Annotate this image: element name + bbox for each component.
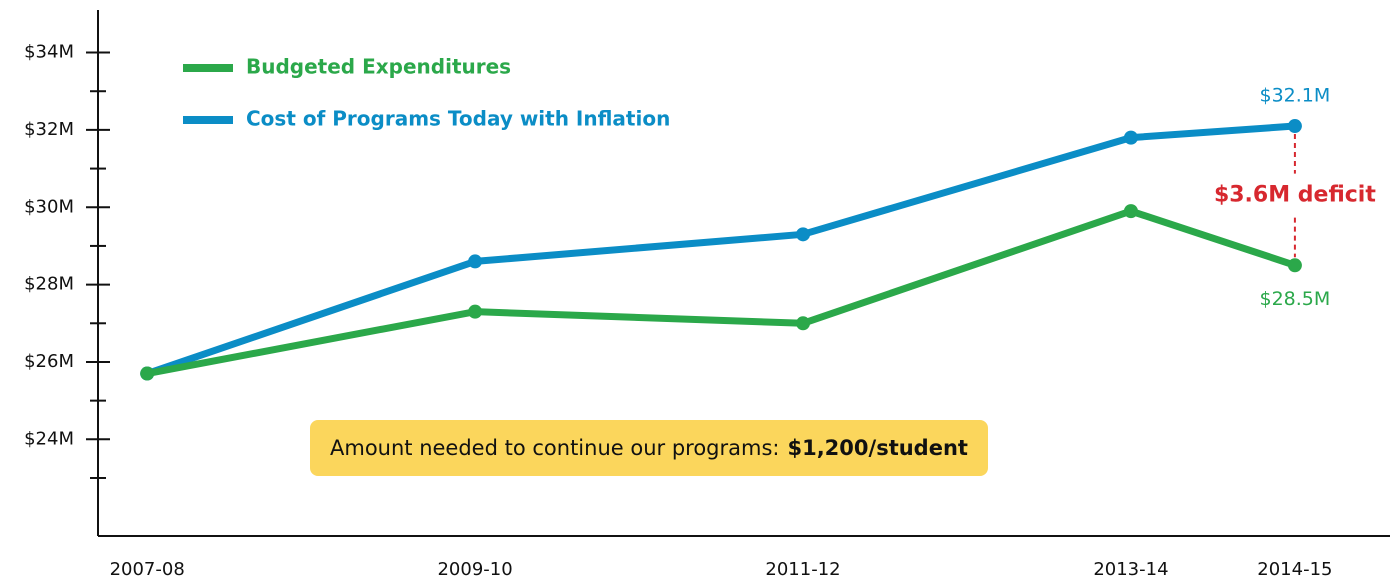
point (1288, 258, 1302, 272)
callout-text: Amount needed to continue our programs: (330, 436, 779, 460)
point (468, 254, 482, 268)
value-label: $32.1M (1260, 85, 1331, 107)
x-tick-label: 2009-10 (437, 559, 512, 580)
value-label: $28.5M (1260, 288, 1331, 310)
chart: $24M $26M $28M $30M $32M $34M 2007-08 2009-10 20… (0, 0, 1397, 586)
legend-label: Cost of Programs Today with Inflation (246, 107, 670, 131)
point (1288, 119, 1302, 133)
y-tick-label: $30M (24, 196, 74, 217)
point (1124, 204, 1138, 218)
x-tick-label: 2013-14 (1093, 559, 1168, 580)
y-tick-label: $26M (24, 351, 74, 372)
y-tick-label: $28M (24, 274, 74, 295)
y-tick-label: $32M (24, 119, 74, 140)
point (140, 367, 154, 381)
series-line (147, 126, 1295, 374)
legend-label: Budgeted Expenditures (246, 55, 511, 79)
point (468, 305, 482, 319)
series-line (147, 211, 1295, 373)
x-tick-label: 2014-15 (1257, 559, 1332, 580)
callout: Amount needed to continue our programs: $… (310, 420, 988, 476)
deficit-label: $3.6M deficit (1214, 183, 1376, 208)
callout-emphasis: $1,200/student (787, 436, 967, 460)
y-tick-label: $34M (24, 42, 74, 63)
point (796, 316, 810, 330)
x-tick-label: 2007-08 (110, 559, 185, 580)
point (796, 227, 810, 241)
y-tick-label: $24M (24, 428, 74, 449)
point (1124, 131, 1138, 145)
page: $24M $26M $28M $30M $32M $34M 2007-08 2009-10 20… (0, 0, 1397, 586)
x-tick-label: 2011-12 (765, 559, 840, 580)
